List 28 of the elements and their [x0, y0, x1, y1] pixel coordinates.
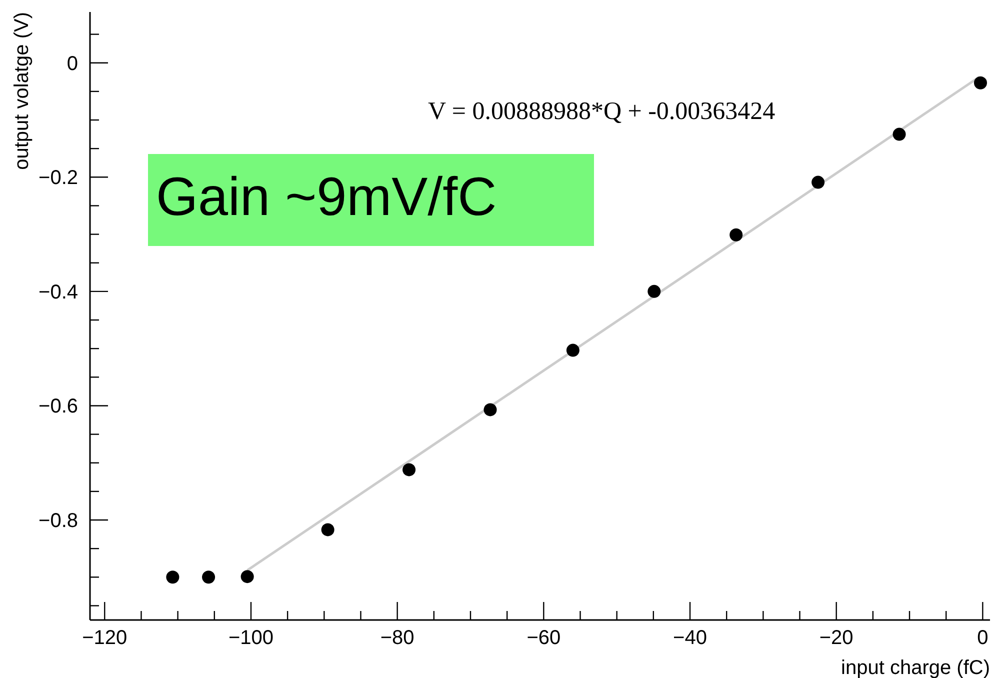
annotation: V = 0.00888988*Q + -0.00363424 — [428, 98, 776, 126]
x-tick-label: −80 — [380, 627, 414, 649]
x-tick-label: −40 — [673, 627, 707, 649]
point — [202, 570, 216, 584]
y-tick-label: −0.4 — [38, 281, 78, 304]
annotation: Gain ~9mV/fC — [156, 166, 497, 228]
y-tick-label: 0 — [66, 52, 78, 75]
x-tick-label: −120 — [82, 627, 128, 649]
point — [166, 570, 180, 584]
x-axis-title: input charge (fC) — [841, 657, 990, 678]
point — [321, 523, 334, 536]
point — [648, 284, 661, 298]
x-tick-label: −100 — [228, 627, 274, 649]
x-tick-label: −20 — [819, 627, 854, 649]
point — [566, 344, 580, 357]
y-tick-label: −0.2 — [38, 167, 78, 190]
point — [402, 463, 416, 476]
y-tick-label: −0.8 — [38, 510, 78, 532]
point — [812, 176, 825, 189]
point — [974, 76, 987, 90]
x-tick-label: −60 — [526, 627, 561, 649]
point — [892, 128, 906, 141]
point — [484, 403, 497, 416]
x-tick-label: 0 — [977, 627, 988, 649]
y-tick-label: −0.6 — [38, 396, 78, 418]
point — [730, 228, 743, 242]
y-axis-title: output volatge (V) — [11, 12, 33, 170]
point — [240, 570, 254, 584]
